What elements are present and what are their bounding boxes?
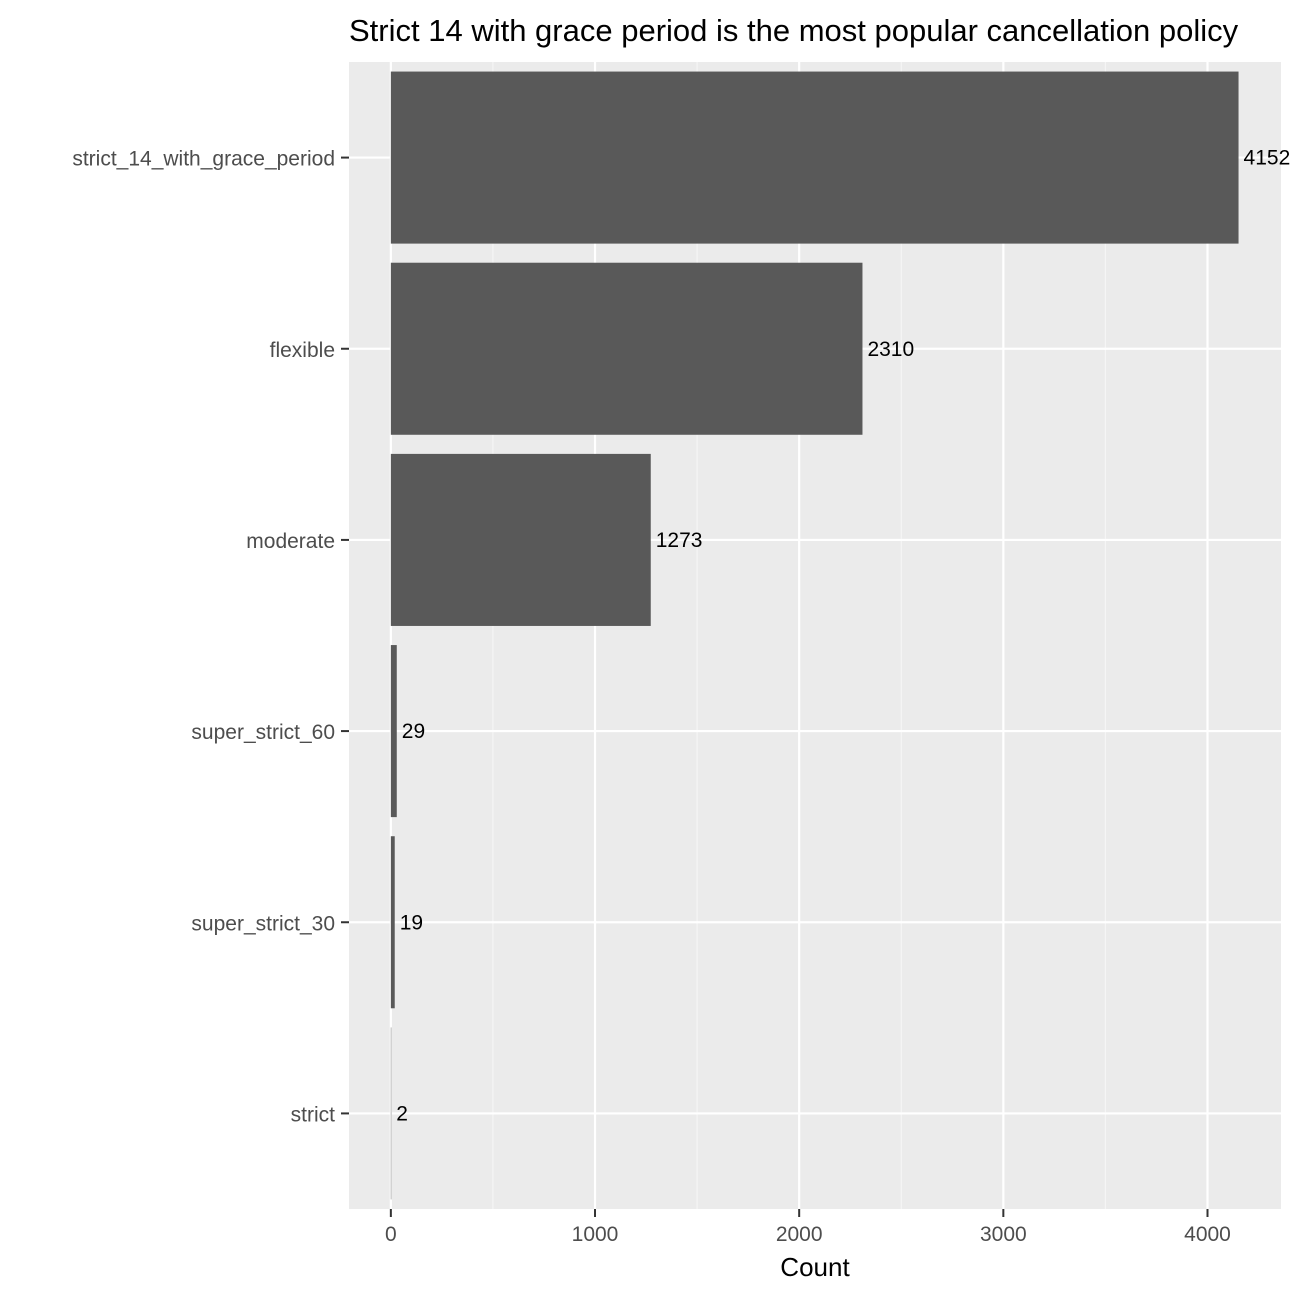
bars xyxy=(390,71,1239,1200)
chart-title: Strict 14 with grace period is the most … xyxy=(349,13,1239,48)
x-tick-label: 2000 xyxy=(776,1223,823,1246)
y-tick-label: strict_14_with_grace_period xyxy=(72,148,335,171)
y-tick-label: strict xyxy=(291,1103,335,1126)
data-label-strict: 2 xyxy=(396,1102,408,1125)
x-tick-label: 4000 xyxy=(1184,1223,1231,1246)
bar-moderate xyxy=(390,453,651,626)
x-axis-title: Count xyxy=(780,1252,850,1282)
bar-strict_14_with_grace_period xyxy=(390,71,1239,244)
bar-super_strict_60 xyxy=(390,645,397,818)
data-label-strict_14_with_grace_period: 4152 xyxy=(1244,147,1291,170)
y-tick-label: super_strict_30 xyxy=(191,912,335,935)
data-label-super_strict_60: 29 xyxy=(402,720,425,743)
bar-flexible xyxy=(390,262,863,435)
x-tick-label: 3000 xyxy=(980,1223,1027,1246)
bar-super_strict_30 xyxy=(390,836,395,1009)
y-tick-label: flexible xyxy=(270,339,335,362)
x-tick-label: 1000 xyxy=(572,1223,619,1246)
data-label-super_strict_30: 19 xyxy=(400,911,423,934)
y-axis: strict_14_with_grace_period flexible moder… xyxy=(72,148,349,1126)
y-tick-label: super_strict_60 xyxy=(191,721,335,744)
y-tick-label: moderate xyxy=(246,530,335,553)
x-tick-label: 0 xyxy=(385,1223,397,1246)
plot-panel xyxy=(349,62,1281,1209)
data-labels: 4152 2310 1273 29 19 2 xyxy=(396,147,1290,1126)
data-label-flexible: 2310 xyxy=(867,338,914,361)
data-label-moderate: 1273 xyxy=(656,529,703,552)
x-axis: 0 1000 2000 3000 4000 xyxy=(385,1209,1231,1246)
